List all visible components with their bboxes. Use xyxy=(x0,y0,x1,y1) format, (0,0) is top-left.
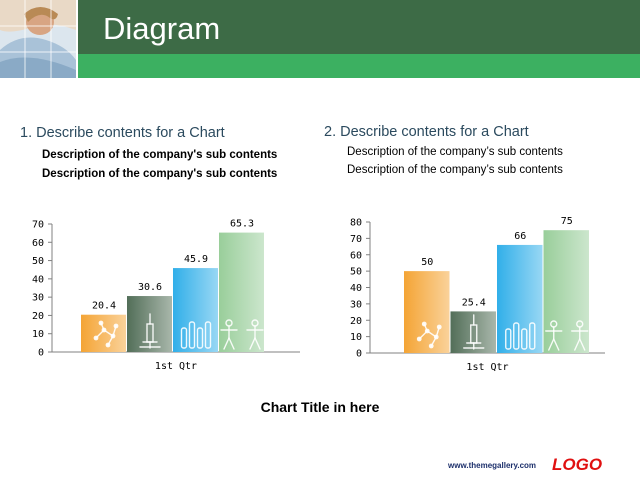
people-icon xyxy=(545,320,589,351)
bar-data-label: 65.3 xyxy=(230,219,254,230)
y-tick-label: 0 xyxy=(38,348,44,359)
y-tick-label: 60 xyxy=(350,250,362,261)
bar-data-label: 66 xyxy=(514,231,526,242)
test-tubes-icon xyxy=(505,322,536,350)
header-accent-band xyxy=(78,54,640,78)
y-tick-label: 20 xyxy=(32,311,44,322)
bar-data-label: 50 xyxy=(421,257,433,268)
section-1-heading: 1. Describe contents for a Chart xyxy=(20,125,225,141)
bar-data-label: 20.4 xyxy=(92,301,116,312)
footer-url[interactable]: www.themegallery.com xyxy=(448,461,537,470)
chart-1: 0 10 20 30 40 50 60 70 20.4 30.6 45.9 65.3 1st Qtr xyxy=(32,219,300,372)
chart-caption: Chart Title in here xyxy=(260,399,380,415)
person-photo-icon xyxy=(0,0,76,78)
footer-logo: LOGO xyxy=(552,455,603,474)
y-tick-label: 0 xyxy=(356,349,362,360)
section-1-line-2: Description of the company's sub content… xyxy=(42,168,278,180)
bar-series-1 xyxy=(404,271,450,353)
bar-series-1 xyxy=(81,314,126,352)
syringe-icon xyxy=(463,314,485,350)
y-tick-label: 50 xyxy=(32,256,44,267)
people-icon xyxy=(220,319,264,350)
bar-data-label: 75 xyxy=(561,216,573,227)
y-tick-label: 40 xyxy=(32,274,44,285)
molecule-icon xyxy=(93,320,119,348)
y-tick-label: 40 xyxy=(350,283,362,294)
bar-data-label: 45.9 xyxy=(184,254,208,265)
y-tick-label: 70 xyxy=(350,234,362,245)
header-divider xyxy=(76,0,78,78)
y-tick-label: 30 xyxy=(32,293,44,304)
header-photo xyxy=(0,0,76,78)
y-tick-label: 10 xyxy=(32,329,44,340)
bar-data-label: 30.6 xyxy=(138,282,162,293)
section-1-line-1: Description of the company's sub content… xyxy=(42,149,278,161)
bar-series-3 xyxy=(497,244,543,353)
header-band xyxy=(0,0,640,54)
slide-header: Diagram xyxy=(0,0,640,78)
y-tick-label: 50 xyxy=(350,267,362,278)
bar-data-label: 25.4 xyxy=(462,297,486,308)
y-tick-label: 60 xyxy=(32,238,44,249)
molecule-icon xyxy=(416,321,442,349)
section-2-heading: 2. Describe contents for a Chart xyxy=(324,124,529,140)
bar-series-4 xyxy=(219,232,264,352)
y-tick-label: 10 xyxy=(350,332,362,343)
y-tick-label: 30 xyxy=(350,299,362,310)
chart-2: 0 10 20 30 40 50 60 70 80 50 25.4 66 75 1st Qtr xyxy=(350,216,605,373)
section-2-line-2: Description of the company’s sub content… xyxy=(347,164,563,176)
y-tick-label: 20 xyxy=(350,316,362,327)
x-category-label: 1st Qtr xyxy=(466,362,508,373)
y-tick-label: 70 xyxy=(32,220,44,231)
section-2-line-1: Description of the company’s sub content… xyxy=(347,146,563,158)
syringe-icon xyxy=(139,313,161,349)
test-tubes-icon xyxy=(180,321,212,349)
slide-title: Diagram xyxy=(103,11,221,46)
bar-series-4 xyxy=(543,230,589,353)
y-tick-label: 80 xyxy=(350,218,362,229)
bar-series-3 xyxy=(173,268,218,352)
x-category-label: 1st Qtr xyxy=(155,361,197,372)
